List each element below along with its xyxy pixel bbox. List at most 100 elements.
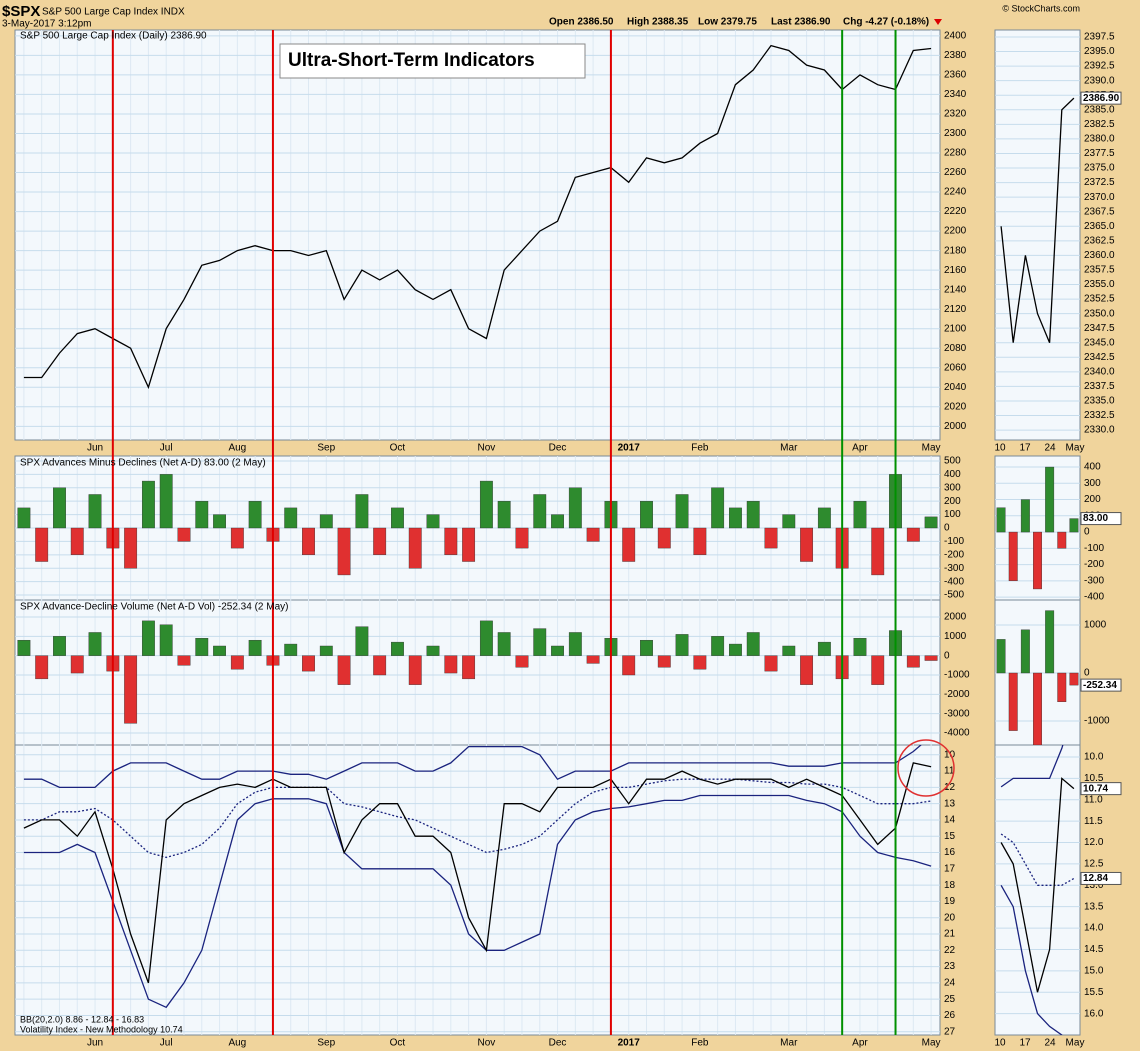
bar xyxy=(53,487,66,529)
y-tick-label: 400 xyxy=(944,469,961,480)
zoom-bar xyxy=(996,507,1006,533)
bar xyxy=(319,514,333,529)
bar xyxy=(497,500,511,529)
bar xyxy=(195,500,209,529)
bar xyxy=(230,655,244,670)
line xyxy=(1000,833,1075,886)
y-tick-label: 2280 xyxy=(944,148,967,159)
bar xyxy=(124,655,138,724)
zoom-y-tick-label: 2352.5 xyxy=(1084,294,1115,305)
bar xyxy=(88,494,102,529)
bar xyxy=(17,639,31,656)
zoom-y-tick-label: 2382.5 xyxy=(1084,119,1115,130)
bar xyxy=(800,655,814,685)
y-tick-label: -300 xyxy=(944,563,964,574)
zoom-x-tick-label: 10 xyxy=(994,1038,1006,1049)
zoom-y-tick-label: 2340.0 xyxy=(1084,367,1115,378)
zoom-y-tick-label: -100 xyxy=(1084,543,1104,554)
bar xyxy=(462,655,476,680)
y-tick-label: -4000 xyxy=(944,728,970,739)
bar xyxy=(729,507,742,529)
zoom-x-tick-label: 17 xyxy=(1019,1038,1031,1049)
x-tick-label: Feb xyxy=(691,1038,709,1049)
bar xyxy=(675,634,689,656)
zoom-y-tick-label: 2342.5 xyxy=(1084,352,1115,363)
badge: 83.00 xyxy=(1083,513,1108,524)
zoom-bar xyxy=(1033,531,1042,590)
bar xyxy=(124,527,138,569)
zoom-x-tick-label: 17 xyxy=(1019,443,1031,454)
zoom-y-tick-label: 2365.0 xyxy=(1084,221,1115,232)
bar xyxy=(657,527,671,549)
price-title: S&P 500 Large Cap Index (Daily) 2386.90 xyxy=(20,31,207,42)
y-tick-label: 15 xyxy=(944,831,956,842)
x-tick-label: Jun xyxy=(87,1038,103,1049)
bar xyxy=(640,639,653,656)
x-tick-label: Aug xyxy=(228,1038,246,1049)
bar xyxy=(675,494,689,529)
x-tick-label: Nov xyxy=(477,1038,495,1049)
line xyxy=(23,794,932,1009)
x-tick-label: Jul xyxy=(160,443,173,454)
panels xyxy=(14,29,1081,1036)
bar xyxy=(284,643,298,656)
zoom-y-tick-label: 11.5 xyxy=(1084,816,1103,827)
zoom-y-tick-label: -1000 xyxy=(1084,716,1110,727)
zoom-y-tick-label: 10.0 xyxy=(1084,752,1104,763)
bar xyxy=(337,527,351,576)
annotation-box xyxy=(279,43,586,79)
bar xyxy=(729,643,742,656)
y-tick-label: 2160 xyxy=(944,265,967,276)
x-tick-label: Jul xyxy=(160,1038,173,1049)
y-tick-label: 2240 xyxy=(944,187,967,198)
vix-panel xyxy=(14,744,941,1036)
zoom-plot xyxy=(996,466,1079,590)
bar xyxy=(284,507,298,529)
zoom-y-tick-label: 2367.5 xyxy=(1084,206,1115,217)
bar xyxy=(141,620,155,656)
bar xyxy=(444,655,458,674)
x-tick-label: Oct xyxy=(390,443,406,454)
line xyxy=(1000,745,1064,788)
bar xyxy=(586,655,600,664)
zoom-y-tick-label: -400 xyxy=(1084,592,1104,603)
bar xyxy=(906,527,920,542)
zoom-y-tick-label: 12.0 xyxy=(1084,837,1104,848)
zoom-price-panel xyxy=(994,29,1081,441)
y-tick-label: 14 xyxy=(944,815,956,826)
y-tick-label: 17 xyxy=(944,863,956,874)
badge: 2386.90 xyxy=(1083,93,1120,104)
bar xyxy=(764,655,778,672)
bar xyxy=(355,626,369,656)
zoom-y-tick-label: 300 xyxy=(1084,478,1101,489)
y-tick-label: 2260 xyxy=(944,167,967,178)
bar xyxy=(871,527,885,576)
zoom-y-tick-label: 2370.0 xyxy=(1084,192,1115,203)
bar xyxy=(853,638,867,656)
bar xyxy=(817,507,831,529)
zoom-y-tick-label: 2332.5 xyxy=(1084,410,1115,421)
bar xyxy=(622,655,636,676)
zoom-plot xyxy=(996,610,1079,745)
zoom-y-tick-label: 15.0 xyxy=(1084,965,1104,976)
y-tick-label: -500 xyxy=(944,590,964,601)
ad-title: SPX Advances Minus Declines (Net A-D) 83… xyxy=(20,458,266,469)
zoom-x-tick-label: May xyxy=(1066,1038,1085,1049)
y-tick-label: 2060 xyxy=(944,362,967,373)
bar xyxy=(391,641,404,656)
zoom-y-tick-label: 0 xyxy=(1084,668,1090,679)
bar xyxy=(177,527,191,542)
bar xyxy=(177,655,191,666)
zoom-y-tick-label: 15.5 xyxy=(1084,987,1104,998)
x-tick-label: 2017 xyxy=(618,443,641,454)
zoom-y-tick-label: 13.5 xyxy=(1084,901,1104,912)
badge-box xyxy=(1080,871,1122,885)
line xyxy=(1000,97,1075,343)
x-tick-label: Sep xyxy=(317,443,335,454)
bar xyxy=(693,527,707,556)
zoom-y-tick-label: 200 xyxy=(1084,494,1101,505)
zoom-y-tick-label: 2377.5 xyxy=(1084,148,1115,159)
x-tick-label: 2017 xyxy=(618,1038,641,1049)
zoom-y-tick-label: 2385.0 xyxy=(1084,104,1115,115)
x-tick-label: Apr xyxy=(852,443,868,454)
